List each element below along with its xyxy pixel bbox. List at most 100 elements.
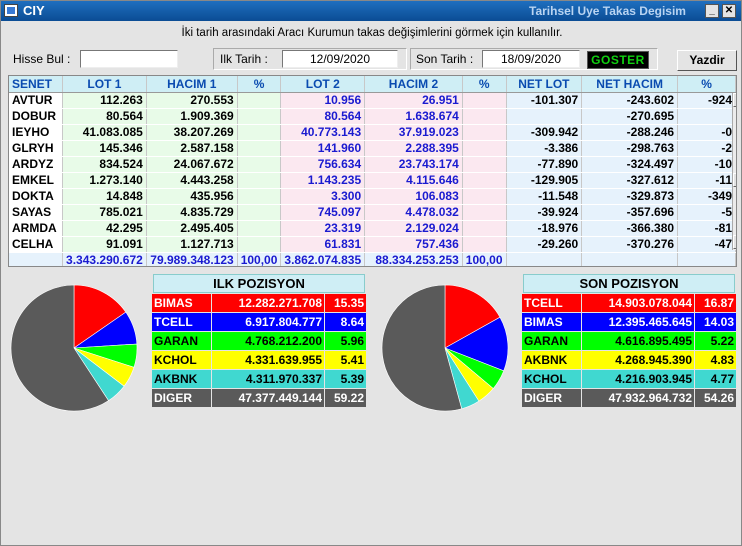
end-date-group bbox=[410, 48, 658, 70]
position-name: KCHOL bbox=[152, 351, 211, 369]
table-row[interactable]: DOBUR 80.564 1.909.369 80.564 1.638.674 -270.… bbox=[9, 108, 736, 125]
start-date-group bbox=[213, 48, 407, 70]
column-header[interactable]: LOT 2 bbox=[280, 76, 366, 93]
table-cell bbox=[237, 124, 282, 141]
table-cell bbox=[462, 124, 507, 141]
minimize-icon[interactable]: _ bbox=[705, 4, 719, 18]
table-row[interactable]: CELHA 91.091 1.127.713 61.831 757.436 -29.260… bbox=[9, 236, 736, 253]
position-value: 4.216.903.945 bbox=[582, 370, 694, 388]
total-cell: 100,00 bbox=[237, 251, 282, 266]
table-row[interactable]: IEYHO 41.083.085 38.207.269 40.773.143 37.91… bbox=[9, 124, 736, 141]
table-cell: 1.127.713 bbox=[146, 236, 238, 253]
table-cell: 2.129.024 bbox=[364, 220, 463, 237]
position-percent: 5.96 bbox=[325, 332, 366, 350]
table-cell: 1.273.140 bbox=[62, 172, 147, 189]
row-symbol: GLRYH bbox=[9, 140, 64, 157]
position-value: 4.616.895.495 bbox=[582, 332, 694, 350]
position-row: KCHOL 4.331.639.955 5.41 bbox=[152, 351, 366, 369]
scroll-down-icon[interactable]: ▼ bbox=[733, 235, 736, 249]
table-cell: -2 bbox=[677, 140, 736, 157]
table-row[interactable]: ARMDA 42.295 2.495.405 23.319 2.129.024 -18.9… bbox=[9, 220, 736, 237]
search-input[interactable] bbox=[80, 50, 178, 68]
table-cell: 2.495.405 bbox=[146, 220, 238, 237]
position-percent: 5.39 bbox=[325, 370, 366, 388]
row-symbol: ARMDA bbox=[9, 220, 64, 237]
table-cell: 4.443.258 bbox=[146, 172, 238, 189]
takas-table: SENET LOT 1 HACIM 1% LOT 2 HACIM 2% NET LOT NE… bbox=[8, 75, 737, 267]
column-header[interactable]: NET HACIM bbox=[581, 76, 679, 93]
table-cell bbox=[237, 156, 282, 173]
table-cell bbox=[506, 108, 583, 125]
search-label: Hisse Bul : bbox=[13, 52, 71, 66]
table-row[interactable]: ARDYZ 834.524 24.067.672 756.634 23.743.174 -… bbox=[9, 156, 736, 173]
position-row: DIGER 47.932.964.732 54.26 bbox=[522, 389, 736, 407]
position-name: TCELL bbox=[522, 294, 581, 312]
table-cell: -77.890 bbox=[506, 156, 583, 173]
table-row[interactable]: AVTUR 112.263 270.553 10.956 26.951 -101.307-… bbox=[9, 92, 736, 109]
table-cell bbox=[237, 140, 282, 157]
end-date-input[interactable] bbox=[482, 50, 580, 68]
ilk-pozisyon-pie-chart bbox=[10, 284, 138, 412]
total-cell: 3.862.074.835 bbox=[280, 251, 366, 266]
position-value: 4.311.970.337 bbox=[212, 370, 324, 388]
table-cell: -81 bbox=[677, 220, 736, 237]
print-button[interactable]: Yazdir bbox=[677, 50, 737, 71]
table-cell: 4.115.646 bbox=[364, 172, 463, 189]
column-header[interactable]: LOT 1 bbox=[62, 76, 147, 93]
table-row[interactable]: DOKTA 14.848 435.956 3.300 106.083 -11.548 -32… bbox=[9, 188, 736, 205]
show-button[interactable]: GOSTER bbox=[587, 51, 649, 69]
table-cell bbox=[462, 220, 507, 237]
position-percent: 5.41 bbox=[325, 351, 366, 369]
column-header[interactable]: % bbox=[237, 76, 282, 93]
table-cell: -11.548 bbox=[506, 188, 583, 205]
scroll-thumb[interactable] bbox=[733, 173, 736, 187]
table-cell: 834.524 bbox=[62, 156, 147, 173]
table-cell: 42.295 bbox=[62, 220, 147, 237]
position-name: KCHOL bbox=[522, 370, 581, 388]
position-percent: 15.35 bbox=[325, 294, 366, 312]
table-cell: 141.960 bbox=[280, 140, 366, 157]
table-cell bbox=[462, 156, 507, 173]
total-cell bbox=[9, 251, 64, 266]
table-cell: 61.831 bbox=[280, 236, 366, 253]
ilk-pozisyon-table: BIMAS 12.282.271.708 15.35 TCELL 6.917.804.7… bbox=[151, 293, 367, 408]
total-cell bbox=[506, 251, 583, 266]
table-cell: 1.143.235 bbox=[280, 172, 366, 189]
vertical-scrollbar[interactable]: ▲ ▼ bbox=[732, 93, 736, 250]
table-cell bbox=[462, 92, 507, 109]
position-value: 12.282.271.708 bbox=[212, 294, 324, 312]
scroll-up-icon[interactable]: ▲ bbox=[733, 93, 736, 107]
table-row[interactable]: GLRYH 145.346 2.587.158 141.960 2.288.395 -3.… bbox=[9, 140, 736, 157]
table-cell: 756.634 bbox=[280, 156, 366, 173]
total-cell: 3.343.290.672 bbox=[62, 251, 147, 266]
position-row: BIMAS 12.282.271.708 15.35 bbox=[152, 294, 366, 312]
position-name: DIGER bbox=[152, 389, 211, 407]
column-header[interactable]: % bbox=[677, 76, 736, 93]
table-row[interactable]: EMKEL 1.273.140 4.443.258 1.143.235 4.115.64… bbox=[9, 172, 736, 189]
table-cell: -29.260 bbox=[506, 236, 583, 253]
column-header[interactable]: NET LOT bbox=[506, 76, 583, 93]
position-percent: 8.64 bbox=[325, 313, 366, 331]
table-cell: -5 bbox=[677, 204, 736, 221]
position-row: TCELL 6.917.804.777 8.64 bbox=[152, 313, 366, 331]
table-total-row: 3.343.290.672 79.989.348.123 100,00 3.862.0… bbox=[9, 251, 736, 266]
row-symbol: SAYAS bbox=[9, 204, 64, 221]
column-header[interactable]: HACIM 2 bbox=[364, 76, 463, 93]
column-header[interactable]: SENET bbox=[9, 76, 64, 93]
column-header[interactable]: HACIM 1 bbox=[146, 76, 238, 93]
table-cell: -370.276 bbox=[581, 236, 679, 253]
position-row: BIMAS 12.395.465.645 14.03 bbox=[522, 313, 736, 331]
position-value: 47.932.964.732 bbox=[582, 389, 694, 407]
table-row[interactable]: SAYAS 785.021 4.835.729 745.097 4.478.032 -39… bbox=[9, 204, 736, 221]
close-icon[interactable]: ✕ bbox=[722, 4, 736, 18]
title-bar[interactable]: CIY Tarihsel Uye Takas Degisim _ ✕ bbox=[1, 1, 741, 21]
window-title: CIY bbox=[23, 3, 45, 18]
son-pozisyon-title: SON POZISYON bbox=[523, 274, 735, 293]
table-cell: 38.207.269 bbox=[146, 124, 238, 141]
window-subtitle: Tarihsel Uye Takas Degisim bbox=[529, 4, 686, 18]
start-date-input[interactable] bbox=[282, 50, 398, 68]
table-cell: -10 bbox=[677, 156, 736, 173]
position-name: GARAN bbox=[522, 332, 581, 350]
position-row: GARAN 4.768.212.200 5.96 bbox=[152, 332, 366, 350]
column-header[interactable]: % bbox=[462, 76, 507, 93]
